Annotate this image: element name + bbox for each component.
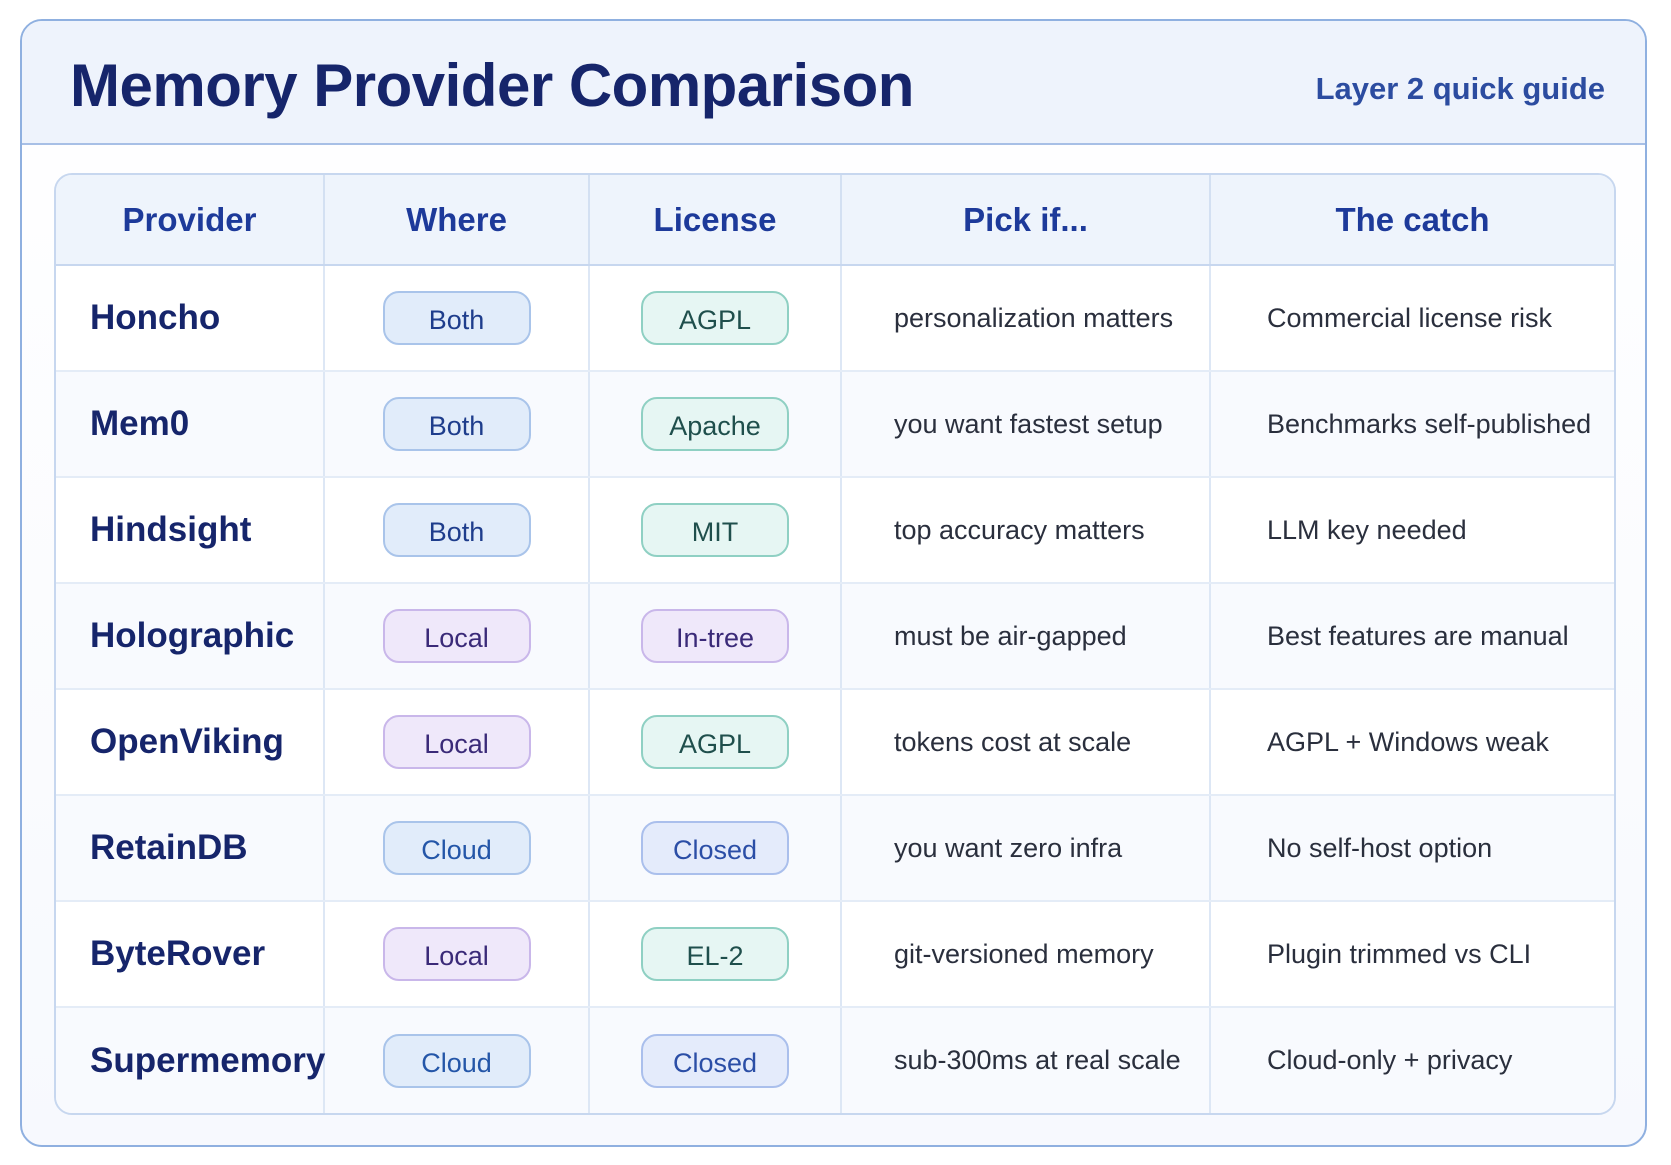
where-cell: Cloud (324, 795, 590, 902)
where-badge: Cloud (382, 1033, 531, 1088)
pick-if-text: you want fastest setup (841, 371, 1211, 478)
pick-if-text: must be air-gapped (841, 583, 1211, 690)
catch-text: LLM key needed (1210, 477, 1614, 584)
table-header-row: Provider Where License Pick if... The ca… (56, 175, 1614, 266)
license-badge: MIT (641, 503, 789, 557)
table-row: Holographic Local In-tree must be air-ga… (56, 583, 1614, 690)
license-badge: EL-2 (641, 927, 789, 981)
comparison-table-container: Provider Where License Pick if... The ca… (54, 173, 1616, 1115)
table-row: Mem0 Both Apache you want fastest setup … (56, 371, 1614, 478)
license-badge: Closed (641, 1033, 789, 1088)
license-badge: Apache (641, 397, 789, 451)
where-cell: Local (324, 583, 590, 690)
table-row: RetainDB Cloud Closed you want zero infr… (56, 795, 1614, 902)
provider-name: Honcho (56, 265, 325, 372)
catch-text: Plugin trimmed vs CLI (1210, 901, 1614, 1008)
page-subtitle: Layer 2 quick guide (1315, 71, 1605, 106)
column-header-provider: Provider (56, 175, 325, 266)
where-badge: Local (382, 609, 531, 663)
where-badge: Cloud (382, 821, 531, 875)
card-header: Memory Provider Comparison Layer 2 quick… (22, 21, 1645, 145)
license-badge: Closed (641, 821, 789, 875)
catch-text: Best features are manual (1210, 583, 1614, 690)
where-cell: Local (324, 901, 590, 1008)
license-cell: AGPL (589, 689, 842, 796)
license-badge: AGPL (641, 715, 789, 769)
column-header-catch: The catch (1210, 175, 1614, 266)
comparison-card: Memory Provider Comparison Layer 2 quick… (20, 19, 1647, 1147)
where-badge: Both (382, 503, 531, 557)
where-cell: Both (324, 477, 590, 584)
license-badge: In-tree (641, 609, 789, 663)
table-row: Supermemory Cloud Closed sub-300ms at re… (56, 1007, 1614, 1113)
pick-if-text: you want zero infra (841, 795, 1211, 902)
where-badge: Local (382, 715, 531, 769)
column-header-where: Where (324, 175, 590, 266)
table-row: OpenViking Local AGPL tokens cost at sca… (56, 689, 1614, 796)
pick-if-text: git-versioned memory (841, 901, 1211, 1008)
column-header-pick-if: Pick if... (841, 175, 1211, 266)
where-badge: Local (382, 927, 531, 981)
license-cell: In-tree (589, 583, 842, 690)
license-cell: Apache (589, 371, 842, 478)
pick-if-text: top accuracy matters (841, 477, 1211, 584)
page-title: Memory Provider Comparison (70, 52, 914, 119)
catch-text: Cloud-only + privacy (1210, 1007, 1614, 1113)
provider-name: Mem0 (56, 371, 325, 478)
pick-if-text: tokens cost at scale (841, 689, 1211, 796)
table-row: Honcho Both AGPL personalization matters… (56, 265, 1614, 372)
where-cell: Cloud (324, 1007, 590, 1113)
provider-name: Supermemory (56, 1007, 325, 1113)
where-badge: Both (382, 291, 531, 345)
provider-name: RetainDB (56, 795, 325, 902)
pick-if-text: sub-300ms at real scale (841, 1007, 1211, 1113)
license-badge: AGPL (641, 291, 789, 345)
catch-text: Commercial license risk (1210, 265, 1614, 372)
license-cell: MIT (589, 477, 842, 584)
provider-name: Hindsight (56, 477, 325, 584)
pick-if-text: personalization matters (841, 265, 1211, 372)
provider-name: OpenViking (56, 689, 325, 796)
catch-text: AGPL + Windows weak (1210, 689, 1614, 796)
catch-text: Benchmarks self-published (1210, 371, 1614, 478)
table-row: Hindsight Both MIT top accuracy matters … (56, 477, 1614, 584)
license-cell: AGPL (589, 265, 842, 372)
license-cell: EL-2 (589, 901, 842, 1008)
where-cell: Both (324, 265, 590, 372)
provider-name: ByteRover (56, 901, 325, 1008)
where-badge: Both (382, 397, 531, 451)
catch-text: No self-host option (1210, 795, 1614, 902)
where-cell: Both (324, 371, 590, 478)
license-cell: Closed (589, 795, 842, 902)
provider-name: Holographic (56, 583, 325, 690)
license-cell: Closed (589, 1007, 842, 1113)
column-header-license: License (589, 175, 842, 266)
comparison-table: Provider Where License Pick if... The ca… (56, 175, 1614, 1113)
table-row: ByteRover Local EL-2 git-versioned memor… (56, 901, 1614, 1008)
where-cell: Local (324, 689, 590, 796)
